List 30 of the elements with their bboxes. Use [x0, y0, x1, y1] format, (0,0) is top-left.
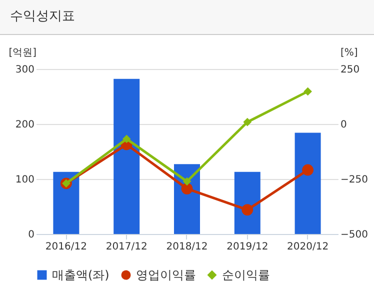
- y-tick-label: 0: [28, 230, 34, 240]
- y2-tick-label: −500: [340, 230, 368, 240]
- x-tick-label: 2016/12: [45, 242, 87, 252]
- y2-tick-label: 0: [340, 120, 347, 130]
- chart-title: 수익성지표: [0, 0, 374, 35]
- x-tick-label: 2018/12: [166, 242, 208, 252]
- point: [302, 164, 314, 176]
- y-tick-label: 300: [15, 64, 34, 76]
- legend-label: 순이익률: [222, 268, 270, 282]
- x-tick-label: 2019/12: [226, 242, 268, 252]
- bar: [53, 172, 80, 234]
- legend-label: 영업이익률: [136, 268, 196, 282]
- y2-tick-label: −250: [340, 174, 368, 186]
- y-axis-title: [억원]: [8, 48, 37, 58]
- x-tick-label: 2020/12: [287, 242, 329, 252]
- point: [304, 87, 312, 96]
- x-tick-label: 2017/12: [106, 242, 148, 252]
- y-tick-label: 200: [15, 120, 34, 130]
- legend-label: 매출액(좌): [52, 268, 110, 282]
- bar: [114, 78, 140, 234]
- point: [122, 134, 131, 144]
- bar: [234, 172, 260, 234]
- point: [182, 177, 192, 186]
- y2-tick-label: 250: [340, 64, 360, 76]
- y2-axis-title: [%]: [340, 48, 358, 58]
- point: [242, 204, 254, 216]
- y-tick-label: 100: [15, 174, 34, 186]
- point: [243, 118, 252, 126]
- bar: [294, 132, 321, 234]
- point: [181, 182, 193, 194]
